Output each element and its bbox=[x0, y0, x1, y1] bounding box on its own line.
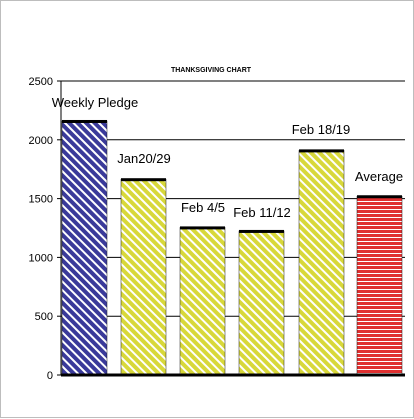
y-tick-label: 1000 bbox=[29, 252, 53, 264]
bar-top-edge bbox=[180, 226, 225, 230]
bar-top-edge bbox=[299, 149, 344, 153]
bar-top-edge bbox=[239, 229, 284, 233]
bar bbox=[356, 195, 403, 376]
bar bbox=[179, 227, 226, 376]
y-tick-label: 500 bbox=[35, 311, 53, 323]
bar-labels: Weekly Pledge Jan20/29 Feb 4/5 Feb 11/12 Feb… bbox=[52, 95, 403, 220]
y-tick-label: 1500 bbox=[29, 194, 53, 206]
bar-label: Average bbox=[355, 169, 403, 184]
bars bbox=[61, 119, 403, 376]
chart-title: THANKSGIVING CHART bbox=[171, 67, 252, 74]
axes bbox=[57, 80, 405, 377]
bar-label: Jan20/29 bbox=[117, 151, 171, 166]
bar-top-edge bbox=[121, 178, 166, 182]
bar-label: Weekly Pledge bbox=[52, 95, 138, 110]
y-tick-labels: 0 500 1000 1500 2000 2500 bbox=[29, 76, 53, 382]
y-tick-label: 0 bbox=[47, 370, 53, 382]
bar-label: Feb 11/12 bbox=[233, 205, 291, 220]
y-tick-label: 2500 bbox=[29, 76, 53, 88]
grid-lines bbox=[61, 80, 405, 317]
bar-label: Feb 4/5 bbox=[181, 200, 225, 215]
bar bbox=[238, 230, 285, 376]
bar-label: Feb 18/19 bbox=[292, 122, 351, 137]
y-tick-label: 2000 bbox=[29, 135, 53, 147]
bar bbox=[298, 150, 345, 376]
bar bbox=[61, 120, 108, 376]
bar-top-edge bbox=[357, 195, 402, 199]
bar-top-edge bbox=[62, 119, 107, 123]
bar bbox=[120, 178, 167, 376]
